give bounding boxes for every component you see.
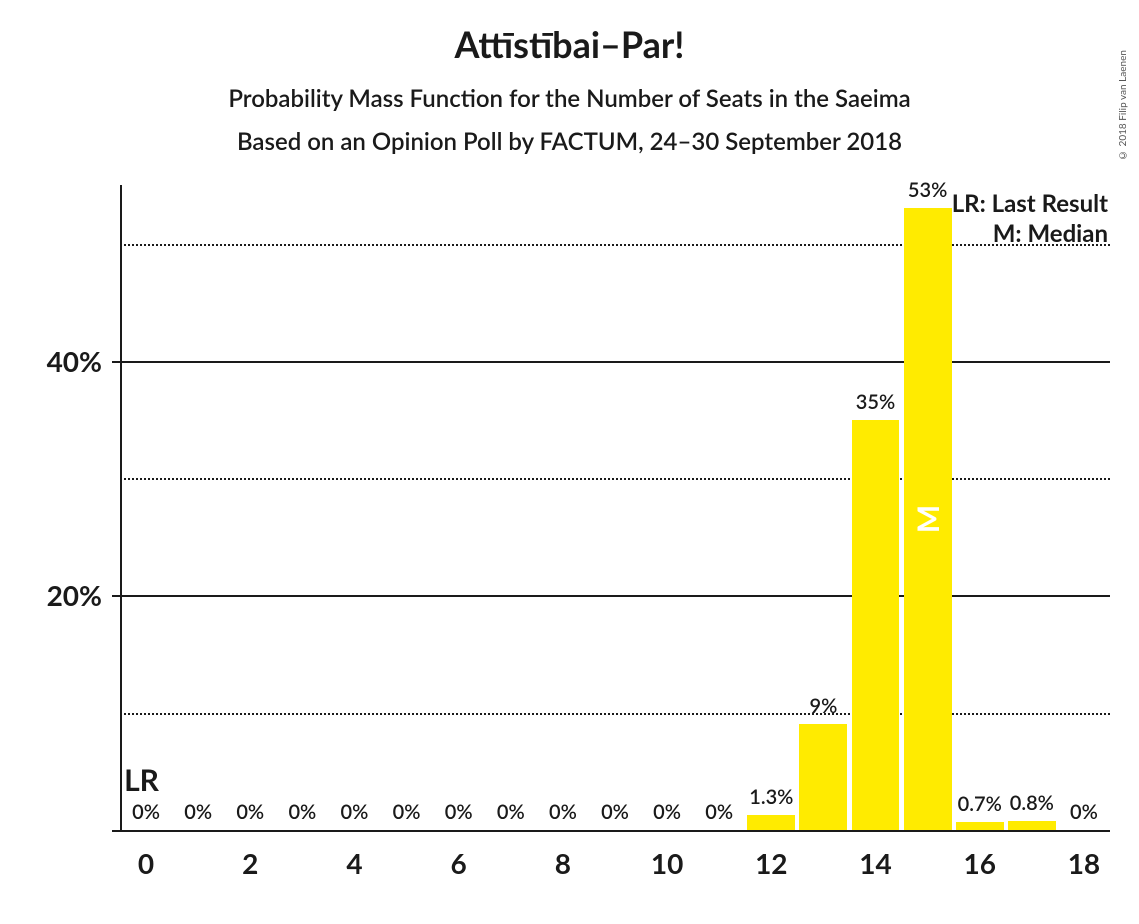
copyright-text: © 2018 Filip van Laenen — [1117, 50, 1129, 161]
x-tick-label: 10 — [651, 846, 683, 880]
bar-value-label: 9% — [809, 694, 837, 718]
titles-block: Attīstībai–Par! Probability Mass Functio… — [0, 0, 1139, 156]
bar-value-label: 0.7% — [958, 792, 1002, 816]
chart-subtitle-2: Based on an Opinion Poll by FACTUM, 24–3… — [0, 113, 1139, 156]
x-tick-label: 2 — [242, 846, 258, 880]
legend-last-result: LR: Last Result — [952, 189, 1108, 218]
y-tick — [112, 595, 120, 597]
bar-value-label: 0% — [445, 800, 473, 824]
chart-title: Attīstībai–Par! — [0, 0, 1139, 66]
x-tick-label: 6 — [451, 846, 467, 880]
median-marker: M — [910, 505, 946, 533]
y-tick — [112, 361, 120, 363]
x-tick-label: 14 — [859, 846, 891, 880]
bar-value-label: 0.8% — [1010, 791, 1054, 815]
gridline-major — [120, 595, 1110, 597]
bar-value-label: 0% — [549, 800, 577, 824]
x-tick-label: 0 — [138, 846, 154, 880]
bar-value-label: 53% — [908, 178, 947, 202]
y-tick — [112, 830, 120, 832]
bar-value-label: 0% — [288, 800, 316, 824]
bar-value-label: 0% — [705, 800, 733, 824]
x-tick-label: 18 — [1068, 846, 1100, 880]
last-result-marker: LR — [124, 762, 159, 798]
legend-median: M: Median — [993, 219, 1108, 248]
bar-value-label: 0% — [236, 800, 264, 824]
x-tick-label: 12 — [755, 846, 787, 880]
bar-value-label: 0% — [393, 800, 421, 824]
x-tick-label: 4 — [346, 846, 362, 880]
y-tick-label: 20% — [22, 578, 102, 612]
x-tick-label: 16 — [963, 846, 995, 880]
bar-value-label: 0% — [184, 800, 212, 824]
gridline-major — [120, 830, 1110, 832]
bar-value-label: 0% — [653, 800, 681, 824]
bar-value-label: 35% — [856, 390, 895, 414]
chart-container: © 2018 Filip van Laenen Attīstībai–Par! … — [0, 0, 1139, 924]
gridline-major — [120, 361, 1110, 363]
plot-area: 20%40%0%0%0%0%0%0%0%0%0%0%0%0%1.3%9%35%5… — [120, 185, 1110, 830]
bar-value-label: 0% — [497, 800, 525, 824]
bar — [956, 822, 1004, 830]
gridline-minor — [120, 478, 1110, 480]
chart-subtitle-1: Probability Mass Function for the Number… — [0, 66, 1139, 113]
bar-value-label: 0% — [132, 800, 160, 824]
bar — [852, 420, 900, 830]
bar-value-label: 0% — [601, 800, 629, 824]
gridline-minor — [120, 713, 1110, 715]
bar — [799, 724, 847, 830]
bar-value-label: 0% — [1070, 800, 1098, 824]
y-axis — [120, 185, 122, 830]
bar-value-label: 1.3% — [749, 785, 793, 809]
x-tick-label: 8 — [555, 846, 571, 880]
gridline-minor — [120, 244, 1110, 246]
y-tick-label: 40% — [22, 344, 102, 378]
bar — [747, 815, 795, 830]
bar-value-label: 0% — [341, 800, 369, 824]
bar — [1008, 821, 1056, 830]
